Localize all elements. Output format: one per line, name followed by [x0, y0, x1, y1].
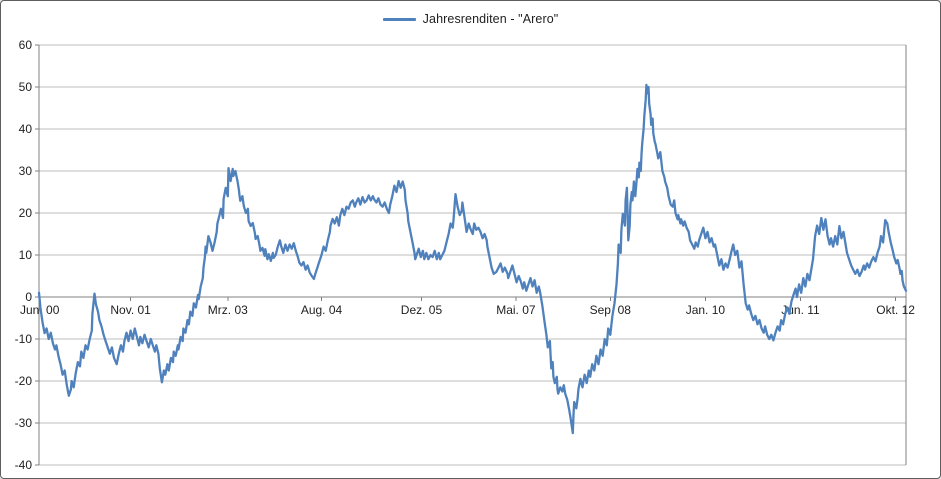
y-axis-label: 60 — [19, 38, 33, 52]
y-axis-label: -30 — [15, 416, 33, 430]
y-axis-label: -40 — [15, 458, 33, 472]
x-axis-label: Sep. 08 — [590, 303, 632, 317]
y-axis-label: -10 — [15, 332, 33, 346]
x-axis-label: Aug. 04 — [301, 303, 343, 317]
x-axis-label: Jan. 10 — [686, 303, 726, 317]
y-axis-label: 0 — [25, 290, 32, 304]
y-axis-label: 30 — [19, 164, 33, 178]
x-axis-label: Mrz. 03 — [208, 303, 248, 317]
series-line-jahresrenditen — [37, 83, 908, 435]
y-axis-label: 40 — [19, 122, 33, 136]
y-axis-label: 20 — [19, 206, 33, 220]
x-axis-label: Nov. 01 — [110, 303, 151, 317]
y-axis-label: -20 — [15, 374, 33, 388]
x-axis-label: Okt. 12 — [876, 303, 915, 317]
x-axis-label: Dez. 05 — [401, 303, 443, 317]
y-axis-label: 50 — [19, 80, 33, 94]
y-axis-label: 10 — [19, 248, 33, 262]
x-axis-label: Mai. 07 — [496, 303, 536, 317]
